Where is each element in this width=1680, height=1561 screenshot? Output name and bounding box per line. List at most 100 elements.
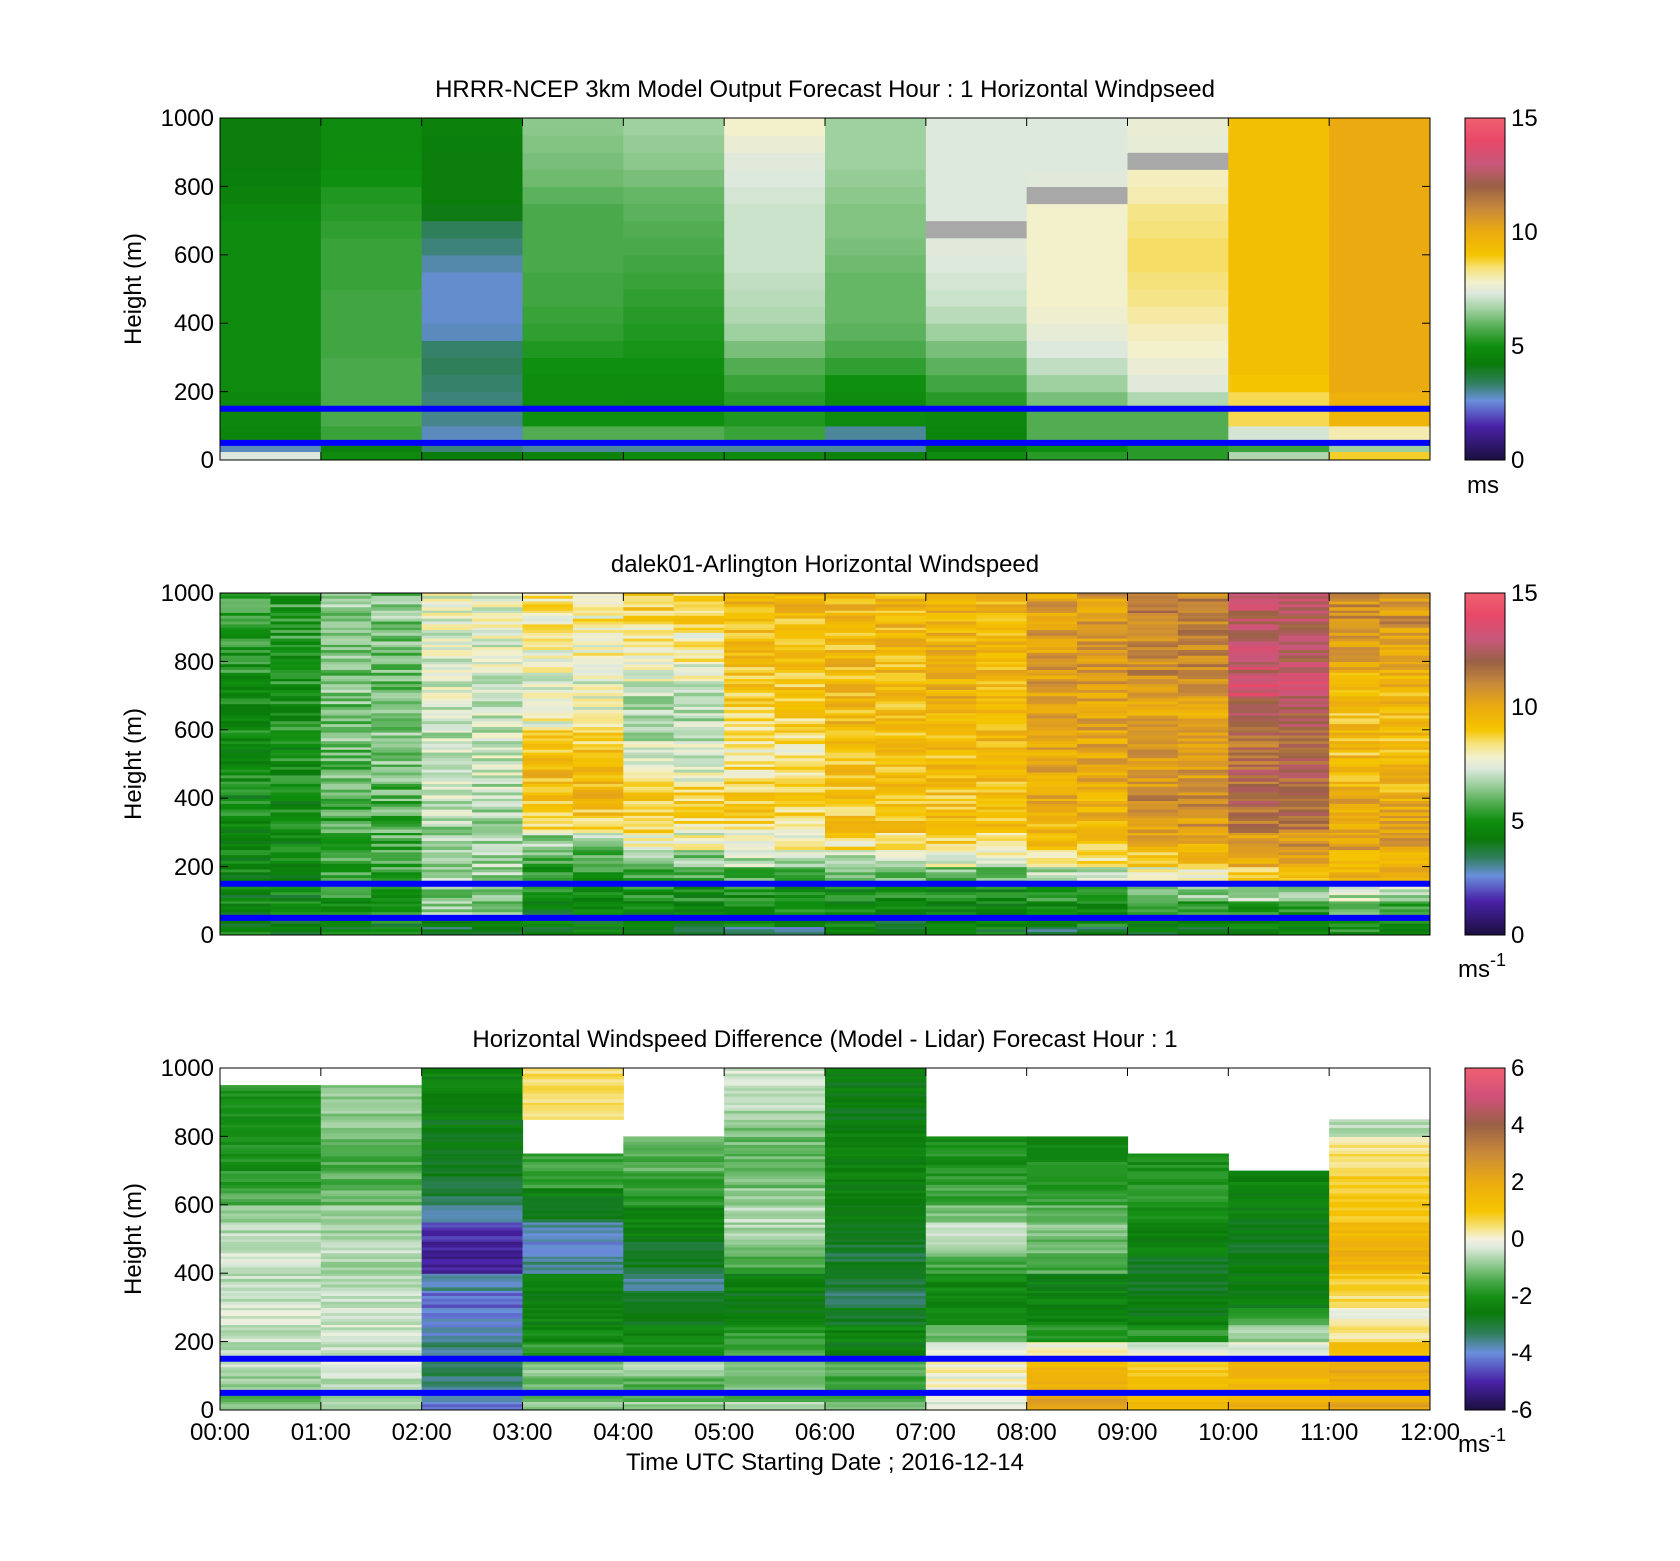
heatmap-cell xyxy=(623,1216,725,1220)
heatmap-cell xyxy=(220,909,272,913)
heatmap-cell xyxy=(925,374,1028,393)
colorbar-tick-label: 10 xyxy=(1511,694,1538,721)
heatmap-cell xyxy=(1177,621,1229,625)
heatmap-cell xyxy=(472,650,524,654)
heatmap-cell xyxy=(825,778,877,782)
heatmap-cell xyxy=(472,635,524,640)
heatmap-cell xyxy=(1077,823,1129,828)
heatmap-cell xyxy=(825,1335,927,1340)
heatmap-cell xyxy=(1026,1338,1129,1343)
heatmap-cell xyxy=(1379,803,1430,808)
heatmap-cell xyxy=(522,1344,624,1348)
heatmap-cell xyxy=(421,712,473,717)
heatmap-cell xyxy=(724,1130,826,1135)
heatmap-cell xyxy=(875,644,927,648)
heatmap-cell xyxy=(220,1250,322,1254)
heatmap-cell xyxy=(220,1170,322,1175)
heatmap-cell xyxy=(572,681,624,685)
heatmap-cell xyxy=(1379,789,1430,794)
heatmap-cell xyxy=(1026,1207,1129,1212)
heatmap-cell xyxy=(572,923,624,928)
heatmap-cell xyxy=(1077,900,1129,905)
heatmap-cell xyxy=(925,1344,1028,1348)
heatmap-cell xyxy=(320,675,372,680)
heatmap-cell xyxy=(421,621,473,625)
heatmap-cell xyxy=(1329,701,1381,705)
heatmap-cell xyxy=(925,1159,1028,1163)
heatmap-cell xyxy=(1026,632,1078,637)
heatmap-cell xyxy=(1177,929,1229,933)
heatmap-cell xyxy=(1379,746,1430,751)
heatmap-cell xyxy=(623,1330,725,1334)
heatmap-cell xyxy=(421,1147,524,1152)
heatmap-cell xyxy=(875,926,927,930)
heatmap-cell xyxy=(1127,1296,1229,1300)
heatmap-cell xyxy=(724,618,776,623)
heatmap-cell xyxy=(1026,1284,1129,1289)
heatmap-cell xyxy=(220,1090,322,1095)
heatmap-cell xyxy=(220,781,272,785)
heatmap-cell xyxy=(1228,1210,1330,1214)
y-tick-label: 1000 xyxy=(161,1055,214,1082)
heatmap-cell xyxy=(1127,812,1179,816)
heatmap-cell xyxy=(623,712,675,717)
heatmap-cell xyxy=(421,1370,524,1374)
heatmap-cell xyxy=(220,889,272,893)
heatmap-cell xyxy=(1278,829,1330,833)
heatmap-cell xyxy=(320,1176,423,1180)
heatmap-cell xyxy=(623,425,725,444)
heatmap-cell xyxy=(623,152,725,170)
heatmap-cell xyxy=(320,425,423,444)
heatmap-cell xyxy=(825,1201,927,1206)
heatmap-cell xyxy=(1127,821,1179,825)
heatmap-cell xyxy=(1379,689,1430,694)
heatmap-cell xyxy=(1127,1244,1229,1249)
heatmap-cell xyxy=(976,818,1028,822)
heatmap-cell xyxy=(825,1068,927,1072)
heatmap-cell xyxy=(1329,749,1381,754)
heatmap-cell xyxy=(925,823,977,828)
heatmap-cell xyxy=(421,821,473,825)
heatmap-cell xyxy=(320,738,372,742)
heatmap-cell xyxy=(1026,852,1078,856)
heatmap-cell xyxy=(522,758,574,762)
heatmap-cell xyxy=(623,1307,725,1311)
heatmap-cell xyxy=(1026,1341,1129,1346)
heatmap-cell xyxy=(421,932,473,935)
heatmap-cell xyxy=(623,855,675,859)
heatmap-cell xyxy=(976,667,1028,671)
heatmap-cell xyxy=(724,678,776,682)
heatmap-cell xyxy=(1329,635,1381,640)
heatmap-cell xyxy=(1077,667,1129,671)
heatmap-cell xyxy=(1026,289,1129,307)
heatmap-cell xyxy=(572,607,624,611)
heatmap-cell xyxy=(825,1147,927,1152)
heatmap-cell xyxy=(925,661,977,665)
heatmap-cell xyxy=(925,593,977,597)
heatmap-cell xyxy=(371,707,423,711)
heatmap-cell xyxy=(472,863,524,868)
heatmap-cell xyxy=(1177,815,1229,819)
heatmap-cell xyxy=(421,1395,524,1400)
heatmap-cell xyxy=(623,678,675,682)
heatmap-cell xyxy=(1177,761,1229,765)
heatmap-cell xyxy=(825,1082,927,1086)
heatmap-cell xyxy=(421,798,473,802)
heatmap-cell xyxy=(1329,1375,1430,1380)
heatmap-cell xyxy=(522,1273,624,1277)
heatmap-cell xyxy=(1177,832,1229,836)
heatmap-cell xyxy=(1026,425,1129,444)
heatmap-cell xyxy=(220,803,272,808)
heatmap-cell xyxy=(724,1298,826,1303)
heatmap-cell xyxy=(1329,1207,1430,1212)
heatmap-cell xyxy=(623,624,675,628)
heatmap-cell xyxy=(320,1236,423,1240)
heatmap-cell xyxy=(825,1102,927,1106)
heatmap-cell xyxy=(421,1079,524,1083)
heatmap-cell xyxy=(1026,803,1078,808)
heatmap-cell xyxy=(1026,1270,1129,1274)
heatmap-cell xyxy=(1177,809,1229,814)
heatmap-cell xyxy=(724,1250,826,1254)
heatmap-cell xyxy=(320,1113,423,1118)
heatmap-cell xyxy=(1026,849,1078,853)
